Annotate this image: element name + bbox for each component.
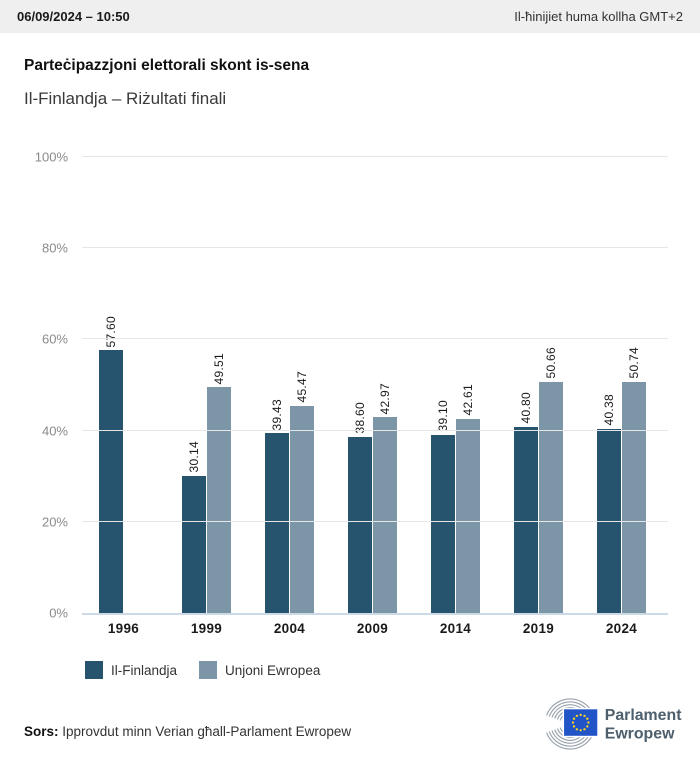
bar-slot: 30.14: [182, 441, 206, 613]
bar-slot: 49.51: [207, 353, 231, 613]
chart-legend: Il-Finlandja Unjoni Ewropea: [85, 661, 320, 679]
y-axis-tick-label: 60%: [41, 331, 68, 347]
legend-item: Unjoni Ewropea: [199, 661, 320, 679]
legend-swatch: [85, 661, 103, 679]
bar-value-label: 40.38: [602, 394, 616, 426]
x-axis-tick-label: 2004: [273, 621, 306, 636]
eu-flag-star: [583, 714, 586, 718]
bar-slot: 38.60: [348, 402, 372, 613]
bar-group: 39.10 42.61: [414, 157, 497, 613]
datetime-label: 06/09/2024 – 10:50: [17, 9, 130, 24]
bar-value-label: 42.61: [461, 384, 475, 416]
bar-value-label: 30.14: [187, 441, 201, 473]
page-subtitle: Il-Finlandja – Riżultati finali: [24, 89, 227, 108]
eu-flag-star: [586, 725, 589, 728]
bar-slot: 39.43: [265, 399, 289, 613]
eu-flag-star: [572, 725, 576, 728]
bar-group: 38.60 42.97: [331, 157, 414, 613]
bar: [622, 381, 646, 613]
legend-swatch: [199, 661, 218, 679]
bar-value-label: 57.60: [104, 315, 118, 348]
bar-slot: 40.38: [597, 394, 621, 613]
bar-slot: 50.66: [539, 347, 563, 613]
bar: [539, 382, 563, 613]
gridline: [82, 520, 668, 522]
bar-group: 39.43 45.47: [248, 157, 331, 613]
x-axis-tick-label: 2019: [522, 621, 555, 636]
x-axis-tick-label: 1996: [107, 621, 140, 636]
eu-flag-star: [572, 717, 576, 720]
bar-slot: 45.47: [290, 371, 314, 613]
bar-value-label: 50.74: [627, 347, 641, 379]
legend-item: Il-Finlandja: [85, 661, 177, 679]
source-note: Sors: Ipprovdut minn Verian għall-Parlam…: [24, 724, 351, 739]
x-axis-tick-label: 2009: [356, 621, 389, 636]
eu-flag-star: [571, 721, 575, 724]
bar-value-label: 39.10: [436, 400, 450, 432]
bar-group: 57.60: [82, 157, 165, 613]
legend-label: Unjoni Ewropea: [225, 662, 321, 678]
bar-value-label: 45.47: [295, 371, 309, 403]
bar-slot: 42.97: [373, 383, 397, 613]
plot-area: 57.60 30.14 49.51 39.43 45.47 38.60 42.97 39.10…: [35, 150, 668, 621]
bar-slot: 40.80: [514, 392, 538, 613]
bar: [290, 405, 314, 613]
bar: [265, 433, 289, 613]
y-axis-tick-label: 80%: [41, 240, 68, 256]
top-bar: 06/09/2024 – 10:50 Il-ħinijiet huma koll…: [0, 0, 700, 33]
bar: [99, 350, 123, 613]
bar-group: 40.80 50.66: [497, 157, 580, 613]
source-label: Sors:: [24, 724, 59, 739]
gridline: [82, 338, 668, 340]
x-axis-tick-label: 2014: [439, 621, 472, 636]
eu-flag-star: [586, 717, 589, 720]
bar-group: 30.14 49.51: [165, 157, 248, 613]
logo-wordmark: Parlament Ewropew: [605, 707, 682, 742]
bar: [348, 436, 372, 613]
gridline: [82, 156, 668, 157]
gridline: [82, 247, 668, 249]
page-title: Parteċipazzjoni elettorali skont is-sena: [24, 57, 310, 74]
bar-value-label: 40.80: [519, 392, 533, 424]
bar: [431, 434, 455, 613]
bar-slot: 57.60: [99, 316, 123, 613]
timezone-note: Il-ħinijiet huma kollha GMT+2: [514, 9, 683, 24]
bar-slot: 39.10: [431, 400, 455, 613]
bar: [207, 387, 231, 613]
bar-groups: 57.60 30.14 49.51 39.43 45.47 38.60 42.97 39.10…: [82, 157, 663, 613]
gridline: [82, 429, 668, 431]
bar-value-label: 49.51: [212, 352, 226, 385]
x-axis-tick-label: 2024: [605, 621, 638, 636]
y-axis-tick-label: 0%: [49, 605, 68, 621]
bar-group: 40.38 50.74: [580, 157, 663, 613]
eu-flag-star: [583, 728, 586, 731]
x-axis-labels: 1996 1999 2004 2009 2014 2019 2024: [82, 621, 663, 636]
eu-flag-star: [575, 714, 578, 718]
bar: [514, 426, 538, 613]
bar: [456, 418, 480, 613]
eu-flag-star: [579, 729, 582, 732]
eu-flag-star: [579, 713, 582, 717]
bar-value-label: 39.43: [270, 398, 284, 431]
bar: [182, 475, 206, 613]
x-axis-tick-label: 1999: [190, 621, 223, 636]
bar-slot: 42.61: [456, 384, 480, 613]
eu-flag-star: [575, 728, 578, 731]
legend-label: Il-Finlandja: [111, 662, 178, 678]
bar: [373, 417, 397, 613]
bar-value-label: 42.97: [378, 382, 392, 415]
bar-value-label: 50.66: [544, 347, 558, 379]
y-axis-tick-label: 20%: [41, 514, 68, 530]
bar-slot: 50.74: [622, 347, 646, 613]
y-axis-tick-label: 40%: [41, 423, 68, 439]
y-axis-tick-label: 100%: [34, 149, 68, 165]
eu-flag: [562, 707, 599, 738]
parliament-logo: Parlament Ewropew: [546, 698, 682, 750]
source-text: Ipprovdut minn Verian għall-Parlament Ew…: [62, 724, 352, 739]
eu-flag-star: [587, 721, 590, 724]
